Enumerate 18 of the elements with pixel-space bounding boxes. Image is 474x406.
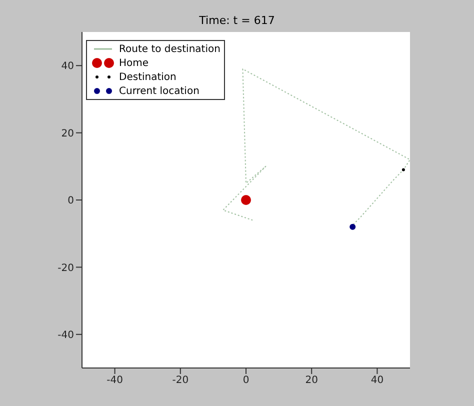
y-tick-label: -40 bbox=[58, 330, 74, 341]
y-tick-label: -20 bbox=[58, 262, 74, 274]
y-tick-label: 0 bbox=[68, 196, 74, 207]
y-tick-label: 20 bbox=[61, 128, 74, 140]
x-tick-label: 0 bbox=[242, 375, 250, 386]
x-tick-label: 20 bbox=[305, 375, 318, 386]
point bbox=[402, 168, 405, 172]
x-tick-label: 40 bbox=[370, 375, 384, 386]
legend-label: Destination bbox=[119, 72, 176, 82]
legend-label: Route to destination bbox=[119, 44, 220, 54]
point bbox=[241, 195, 251, 205]
y-tick-label: 40 bbox=[61, 61, 74, 72]
chart-title: Time: t = 617 bbox=[198, 14, 276, 27]
legend-label: Current location bbox=[119, 86, 200, 96]
x-tick-label: -40 bbox=[106, 375, 123, 386]
legend-label: Home bbox=[119, 58, 149, 68]
x-tick-label: -20 bbox=[172, 375, 189, 386]
point bbox=[350, 224, 356, 230]
